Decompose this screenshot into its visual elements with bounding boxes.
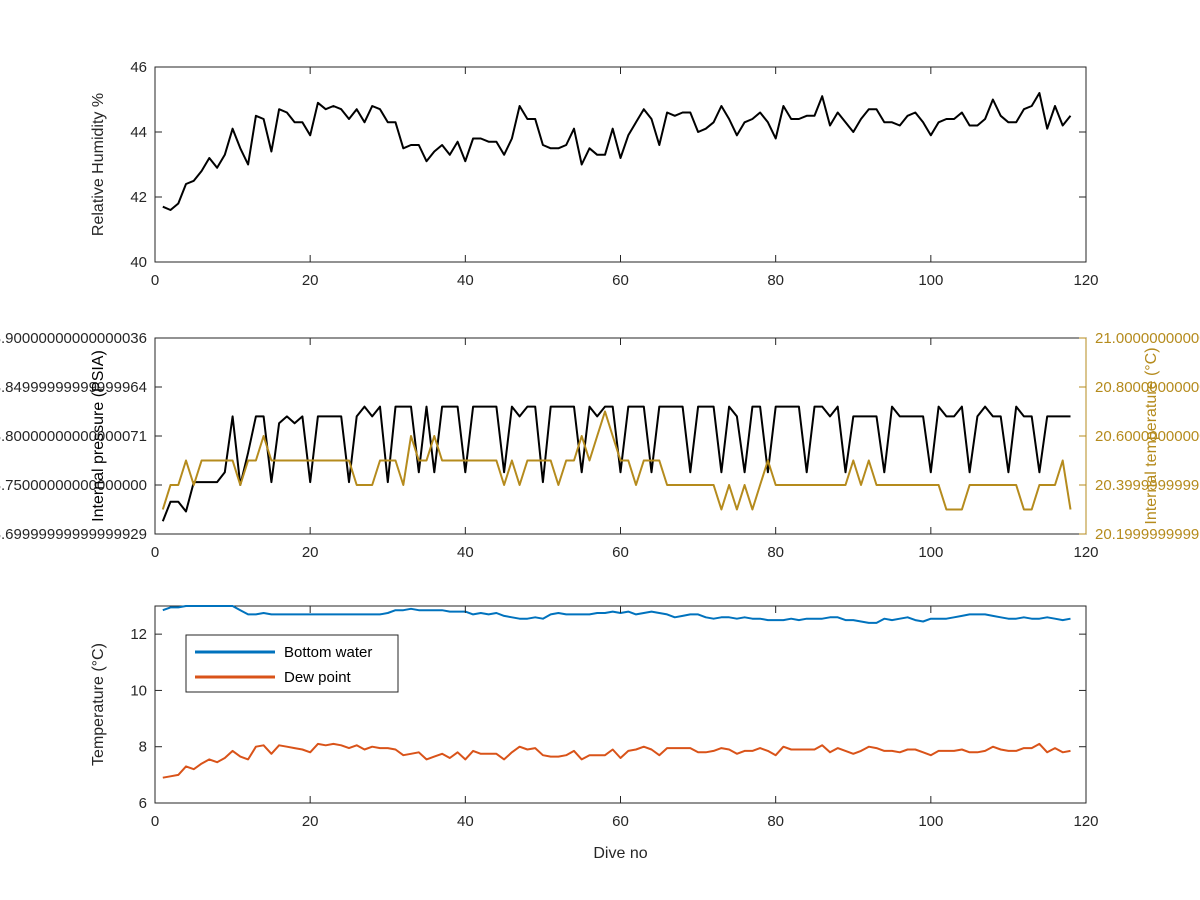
chart-2: 0 20 40 60 80 100 120 8.69999999999999929 8.7500… xyxy=(0,330,1200,561)
series-line-bottom-water xyxy=(162,605,1071,624)
y2-tick-label: 20.1999999999999993 xyxy=(1095,526,1200,543)
legend-label: Dew point xyxy=(284,669,352,686)
series-line-2 xyxy=(161,410,1072,511)
x-tick-label: 80 xyxy=(767,544,784,561)
x-tick-label: 60 xyxy=(612,813,629,830)
x-tick-label: 100 xyxy=(918,272,943,289)
legend-label: Bottom water xyxy=(284,644,372,661)
y-tick-label: 8.90000000000000036 xyxy=(0,330,147,347)
x-tick-label: 120 xyxy=(1073,813,1098,830)
y-tick-label: 42 xyxy=(130,189,147,206)
y-axis-label: Temperature (°C) xyxy=(90,643,107,766)
series-group xyxy=(161,405,1072,522)
x-tick-label: 0 xyxy=(151,272,159,289)
series-group xyxy=(162,605,1071,779)
x-tick-label: 80 xyxy=(767,272,784,289)
chart-3: 0 20 40 60 80 100 120 6 8 10 12 Temperature (°C) Div… xyxy=(90,605,1099,862)
y2-tick-label: 20.3999999999999986 xyxy=(1095,477,1200,494)
legend-box xyxy=(185,634,399,693)
y2-axis-label: Internal temperature (°C) xyxy=(1143,347,1160,524)
chart-1: 0 20 40 60 80 100 120 40 42 44 46 Relative Humidity… xyxy=(90,59,1099,289)
y2-tick-label: 20.8000000000000007 xyxy=(1095,379,1200,396)
y-tick-label: 6 xyxy=(139,795,147,812)
y-tick-label: 10 xyxy=(130,682,147,699)
y-tick-label: 8.84999999999999964 xyxy=(0,379,147,396)
x-tick-label: 40 xyxy=(457,544,474,561)
x-tick-label: 120 xyxy=(1073,272,1098,289)
x-tick-label: 60 xyxy=(612,272,629,289)
series-line-1 xyxy=(161,405,1071,522)
y-tick-label: 8.75000000000000000 xyxy=(0,477,147,494)
y-axis-label: Relative Humidity % xyxy=(90,93,107,236)
y-axis-label: Internal pressure (PSIA) xyxy=(90,350,107,522)
x-tick-label: 20 xyxy=(302,272,319,289)
x-tick-label: 40 xyxy=(457,813,474,830)
x-tick-label: 0 xyxy=(151,813,159,830)
x-tick-label: 80 xyxy=(767,813,784,830)
x-tick-label: 20 xyxy=(302,544,319,561)
x-tick-label: 20 xyxy=(302,813,319,830)
x-tick-label: 100 xyxy=(918,544,943,561)
y-tick-label: 8 xyxy=(139,739,147,756)
x-tick-label: 0 xyxy=(151,544,159,561)
x-tick-label: 100 xyxy=(918,813,943,830)
y2-tick-label: 21.0000000000000000 xyxy=(1095,330,1200,347)
y-tick-label: 8.69999999999999929 xyxy=(0,526,147,543)
series-line-1 xyxy=(162,92,1072,211)
x-axis-label: Dive no xyxy=(593,845,647,862)
series-group xyxy=(162,92,1072,211)
x-tick-label: 60 xyxy=(612,544,629,561)
x-tick-label: 40 xyxy=(457,272,474,289)
y-tick-label: 46 xyxy=(130,59,147,76)
plot-area xyxy=(154,337,1087,535)
plot-area xyxy=(154,66,1087,263)
y-tick-label: 44 xyxy=(130,124,147,141)
series-line-dew-point xyxy=(162,742,1071,779)
y-tick-label: 40 xyxy=(130,254,147,271)
legend: Bottom water Dew point xyxy=(185,634,399,693)
y2-tick-label: 20.6000000000000014 xyxy=(1095,428,1200,445)
x-tick-label: 120 xyxy=(1073,544,1098,561)
y-tick-label: 8.80000000000000071 xyxy=(0,428,147,445)
y-tick-label: 12 xyxy=(130,626,147,643)
